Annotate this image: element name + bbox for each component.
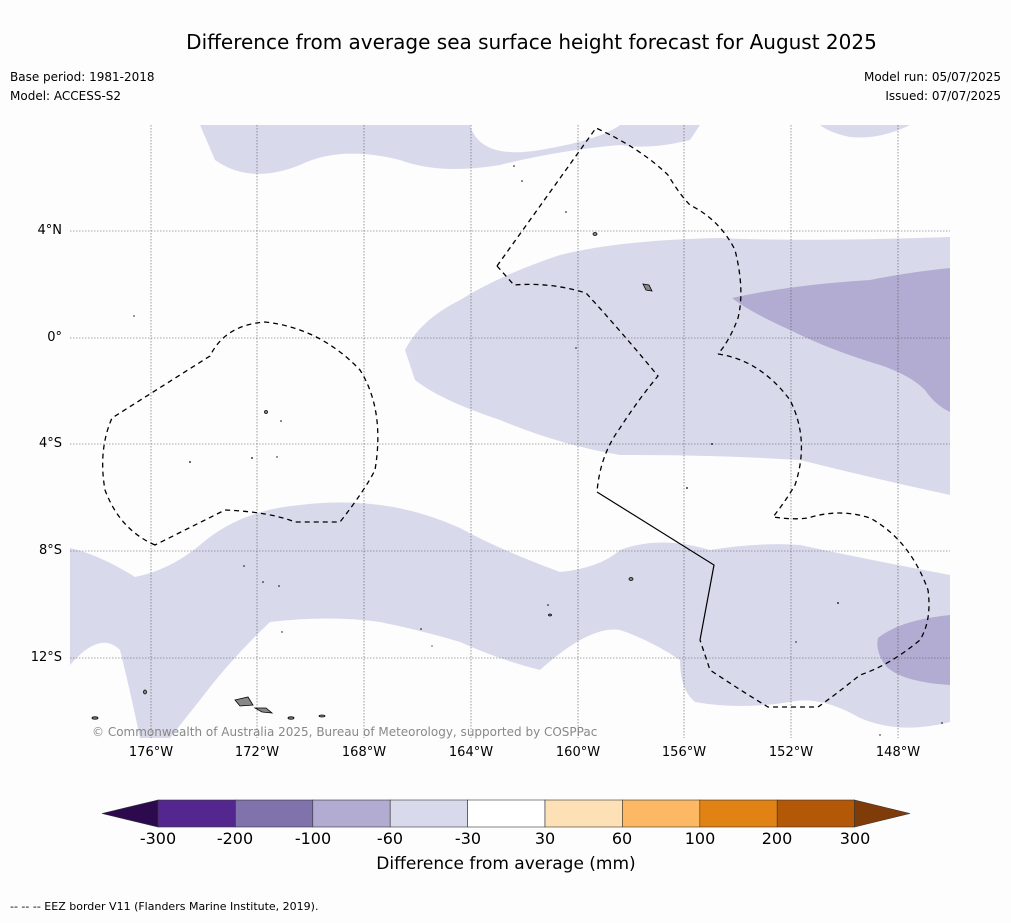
colorbar-swatch: [157, 799, 236, 828]
lon-label-168w: 168°W: [341, 745, 387, 760]
lat-label-12s: 12°S: [30, 650, 62, 665]
colorbar-swatch: [544, 799, 623, 828]
colorbar-tick: -60: [376, 829, 404, 848]
colorbar-swatch: [699, 799, 778, 828]
colorbar-swatches: [101, 799, 911, 828]
lat-label-4s: 4°S: [38, 436, 62, 451]
base-period-label: Base period: 1981-2018: [10, 70, 155, 84]
colorbar-swatch: [467, 799, 546, 828]
colorbar-swatch: [389, 799, 468, 828]
colorbar-title: Difference from average (mm): [376, 854, 636, 874]
colorbar-tick: -30: [454, 829, 482, 848]
lon-label-152w: 152°W: [768, 745, 814, 760]
eez-footnote: -- -- -- EEZ border V11 (Flanders Marine…: [10, 900, 319, 913]
meta-right: Model run: 05/07/2025 Issued: 07/07/2025: [864, 68, 1001, 106]
colorbar-tick: -200: [216, 829, 254, 848]
lon-label-176w: 176°W: [128, 745, 174, 760]
lat-label-0: 0°: [47, 330, 62, 345]
colorbar-tick: -100: [294, 829, 332, 848]
map-title: Difference from average sea surface heig…: [186, 30, 877, 54]
colorbar-tick: 100: [684, 829, 716, 848]
model-run-label: Model run: 05/07/2025: [863, 70, 1001, 84]
colorbar-swatch: [235, 799, 314, 828]
colorbar-tick: -300: [139, 829, 177, 848]
colorbar-tick: 60: [611, 829, 633, 848]
lat-label-8s: 8°S: [38, 543, 62, 558]
lat-label-4n: 4°N: [37, 223, 63, 238]
colorbar-tick: 300: [839, 829, 871, 848]
copyright-notice: © Commonwealth of Australia 2025, Bureau…: [92, 725, 598, 739]
meta-left: Base period: 1981-2018 Model: ACCESS-S2: [10, 68, 155, 106]
colorbar-extend-low: [101, 799, 159, 828]
issued-label: Issued: 07/07/2025: [885, 89, 1001, 103]
colorbar-extend-high: [854, 799, 911, 828]
lon-label-148w: 148°W: [875, 745, 921, 760]
model-label: Model: ACCESS-S2: [10, 89, 122, 103]
lon-label-164w: 164°W: [448, 745, 494, 760]
lon-label-160w: 160°W: [555, 745, 601, 760]
colorbar-swatch: [312, 799, 391, 828]
lon-label-172w: 172°W: [234, 745, 280, 760]
lon-label-156w: 156°W: [661, 745, 707, 760]
colorbar-swatch: [622, 799, 701, 828]
colorbar-tick: 30: [534, 829, 556, 848]
colorbar-swatch: [776, 799, 855, 828]
colorbar-tick: 200: [761, 829, 793, 848]
